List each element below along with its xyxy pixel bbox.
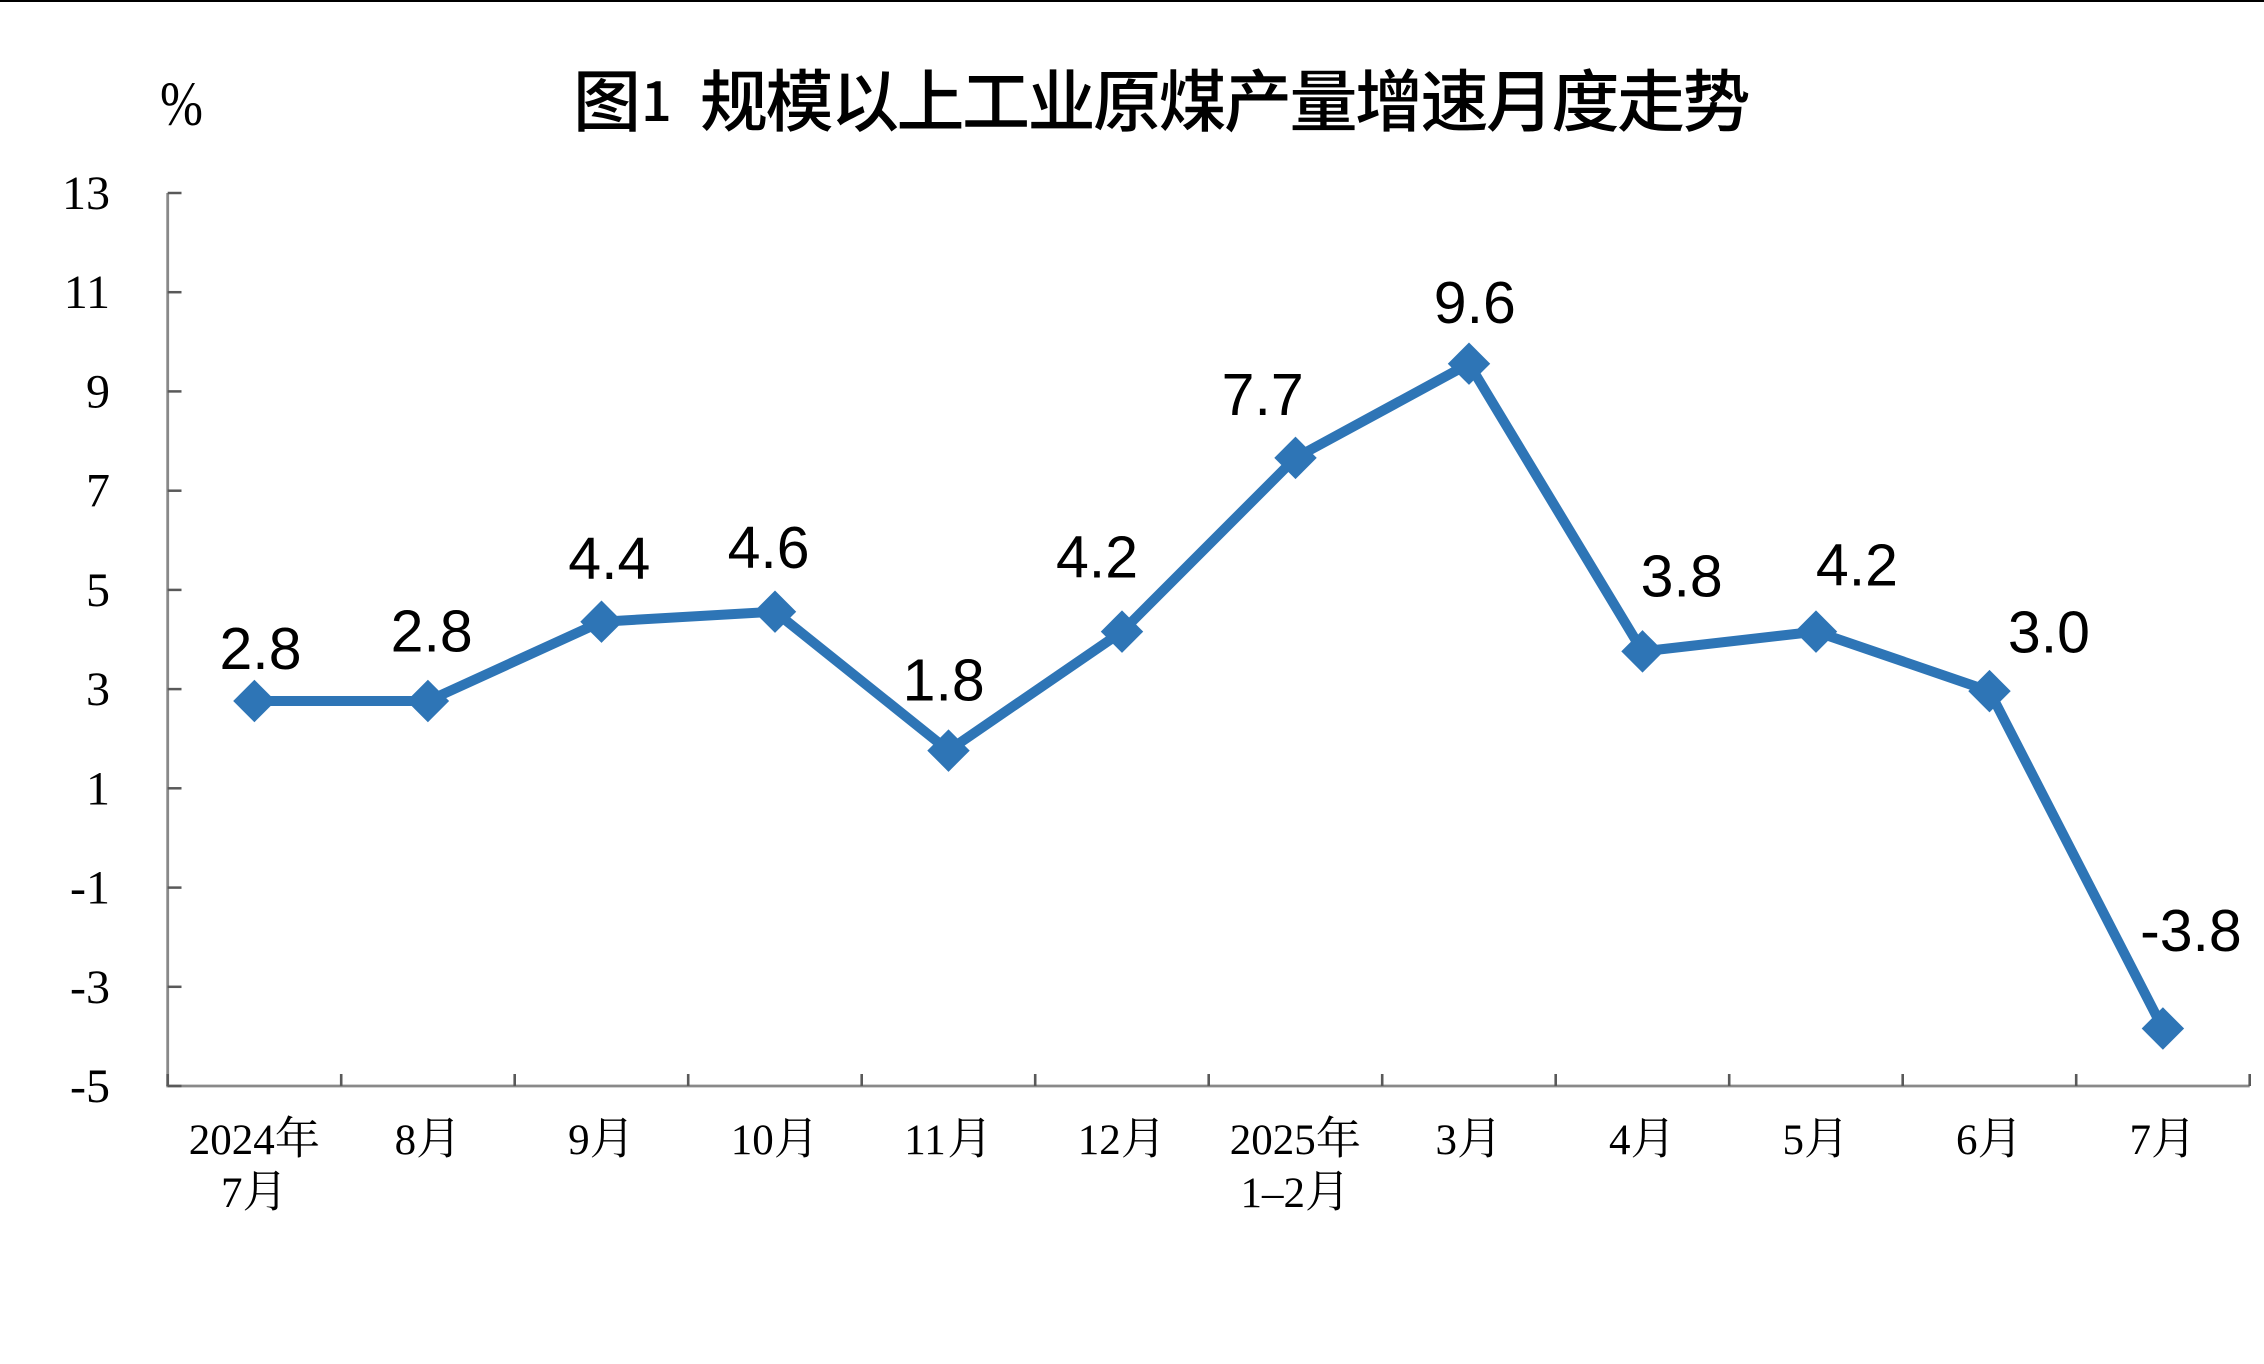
svg-text:7: 7 bbox=[221, 1170, 243, 1217]
svg-text:3: 3 bbox=[1436, 1117, 1458, 1164]
svg-text:3.8: 3.8 bbox=[1641, 544, 1723, 610]
svg-text:2024: 2024 bbox=[189, 1117, 275, 1164]
svg-text:3: 3 bbox=[86, 663, 110, 716]
svg-text:1–2: 1–2 bbox=[1241, 1170, 1306, 1217]
svg-text:7.7: 7.7 bbox=[1222, 362, 1304, 428]
svg-text:2.8: 2.8 bbox=[391, 598, 473, 664]
svg-text:4.6: 4.6 bbox=[728, 515, 810, 581]
svg-text:6: 6 bbox=[1956, 1117, 1978, 1164]
svg-text:4.4: 4.4 bbox=[568, 526, 650, 592]
svg-text:10: 10 bbox=[731, 1117, 774, 1164]
svg-text:9: 9 bbox=[86, 365, 110, 418]
svg-text:-1: -1 bbox=[70, 862, 110, 915]
svg-text:8: 8 bbox=[395, 1117, 417, 1164]
svg-text:4: 4 bbox=[1609, 1117, 1631, 1164]
svg-text:2025: 2025 bbox=[1230, 1117, 1316, 1164]
svg-text:7: 7 bbox=[2130, 1117, 2152, 1164]
svg-text:11: 11 bbox=[904, 1117, 945, 1164]
svg-text:5: 5 bbox=[1783, 1117, 1805, 1164]
svg-text:5: 5 bbox=[86, 564, 110, 617]
svg-text:11: 11 bbox=[64, 266, 110, 319]
svg-text:1: 1 bbox=[86, 762, 110, 815]
svg-text:%: % bbox=[160, 71, 203, 139]
svg-text:7: 7 bbox=[86, 465, 110, 518]
svg-text:9: 9 bbox=[568, 1117, 590, 1164]
svg-text:2.8: 2.8 bbox=[219, 616, 301, 682]
svg-text:-3.8: -3.8 bbox=[2140, 898, 2242, 964]
svg-text:12: 12 bbox=[1078, 1117, 1121, 1164]
svg-text:9.6: 9.6 bbox=[1434, 270, 1516, 336]
svg-text:-3: -3 bbox=[70, 961, 110, 1014]
svg-text:4.2: 4.2 bbox=[1056, 524, 1138, 590]
svg-text:3.0: 3.0 bbox=[2008, 600, 2090, 666]
svg-text:4.2: 4.2 bbox=[1816, 533, 1898, 599]
svg-text:1.8: 1.8 bbox=[903, 647, 985, 713]
svg-text:-5: -5 bbox=[70, 1060, 110, 1113]
svg-text:13: 13 bbox=[62, 167, 110, 220]
